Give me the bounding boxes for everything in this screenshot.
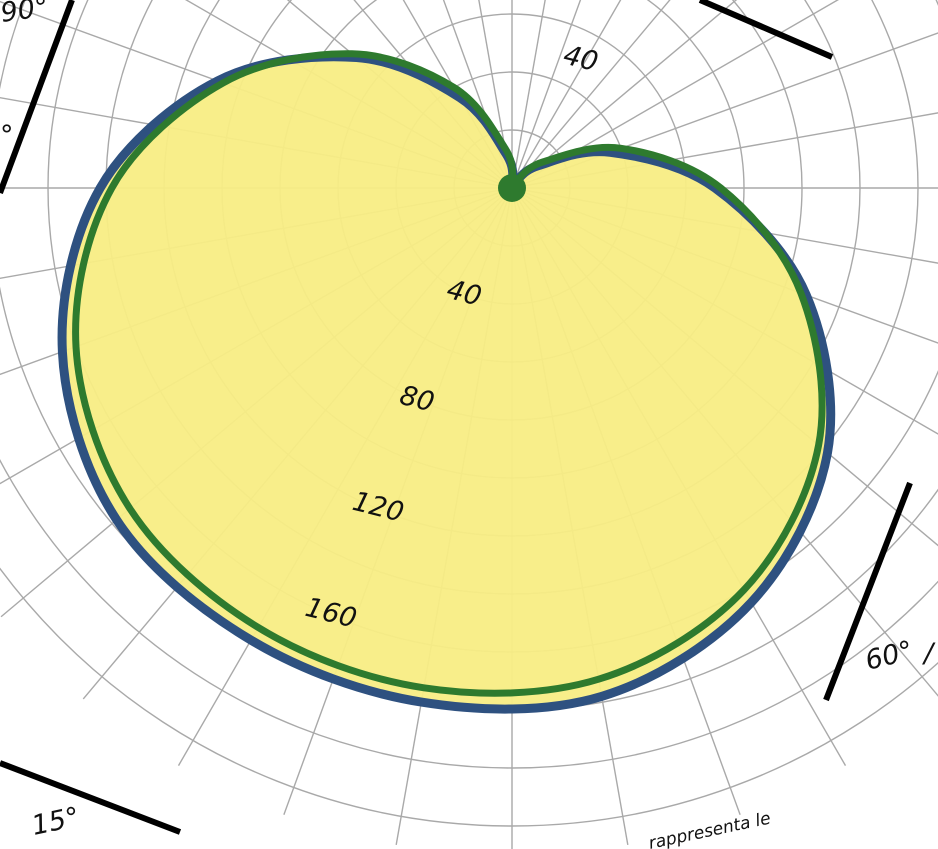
frame-edge-bottom [0,760,182,835]
grid-spoke [442,0,513,189]
frame-edge-top-right [698,0,834,60]
grid-spoke [511,0,840,189]
frame-edge-top-left [0,0,75,195]
series-layer [57,50,836,714]
polar-frame [0,0,913,835]
angular-tick-label: 60° [862,635,916,677]
angular-tick-label-partial: / [922,638,936,669]
angular-tick-label: 90° [0,0,50,29]
grid-spoke [511,0,622,189]
grid-spoke [511,0,546,189]
chart-annotation: rappresenta le [647,809,773,849]
pole-marker [498,174,526,202]
frame-edge-right [823,481,913,702]
grid-spoke [511,0,738,189]
angular-tick-label-partial: ° [0,120,14,151]
series-area [57,52,836,714]
grid-spoke [511,0,582,189]
grid-spoke [511,0,671,189]
grid-spoke [478,0,513,189]
angular-tick-label: 15° [29,802,82,842]
